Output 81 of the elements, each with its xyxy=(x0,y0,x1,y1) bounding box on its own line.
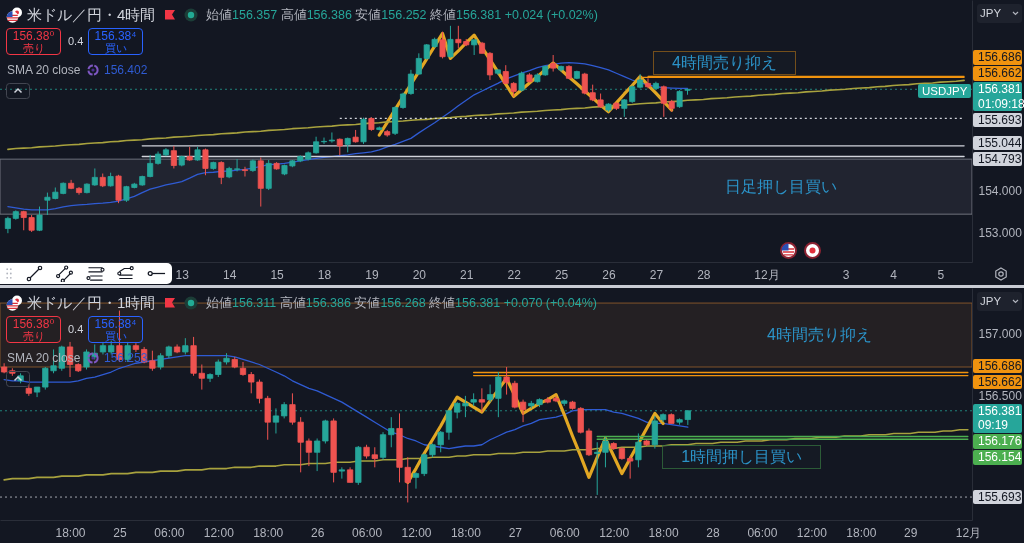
x-tick-label: 12月 xyxy=(754,267,780,282)
x-tick-label: 18:00 xyxy=(450,525,482,540)
band-label: 日足押し目買い xyxy=(724,176,837,197)
annotation: 156.38⁴ xyxy=(93,29,138,43)
price-box: 156.38⁰ 売り xyxy=(6,316,61,343)
y-tick-label: 153.000 xyxy=(978,225,1023,240)
x-tick-label: 22 xyxy=(507,267,522,282)
x-tick-label: 27 xyxy=(508,525,523,540)
annotation: 買い xyxy=(103,42,128,54)
x-tick-label: 18:00 xyxy=(846,525,877,540)
x-tick-label: 12:00 xyxy=(401,525,432,540)
label-box: 4時間売り抑え xyxy=(653,51,796,76)
ref-line-label: 156.381 xyxy=(978,403,1022,419)
price-tag: 156.662 xyxy=(973,374,1022,390)
price-tag: 156.662 xyxy=(973,66,1022,81)
x-tick-label: 12:00 xyxy=(203,525,235,540)
price-tag: 154.793 xyxy=(973,151,1022,167)
band-label: 4時間売り抑え xyxy=(766,325,872,345)
price-tag: 155.044 xyxy=(973,135,1022,151)
text: 始値156.357 高値156.386 安値156.252 終値156.381 +0.024 (+0.02%) xyxy=(206,8,598,22)
x-tick-label: 26 xyxy=(310,525,325,540)
ref-line-label: 156.381 xyxy=(978,82,1022,97)
price-tag: 156.176 xyxy=(973,434,1022,449)
y-axis-title: JPY xyxy=(980,294,1002,309)
price-box: 156.38⁴ 買い xyxy=(88,28,143,55)
y-tick-label: 156.500 xyxy=(978,389,1023,404)
label-box: 1時間押し目買い xyxy=(662,445,822,470)
dropdown-box: JPY xyxy=(977,4,1022,23)
y-axis-title: JPY xyxy=(980,6,1002,21)
x-tick-label: 27 xyxy=(649,267,664,282)
x-tick-label: 18 xyxy=(317,267,332,282)
x-tick-label: 26 xyxy=(602,267,616,282)
annotation: SMA 20 close xyxy=(7,62,81,78)
dropdown-box: JPY xyxy=(977,292,1022,311)
series-label: 4時間売り抑え xyxy=(672,53,777,74)
annotation: 売り xyxy=(21,42,46,54)
y-tick-label: 157.000 xyxy=(978,326,1023,341)
annotation: 売り xyxy=(21,330,46,342)
x-tick-label: 12:00 xyxy=(796,525,828,540)
chart-title: 米ドル／円・1時間 xyxy=(27,293,156,312)
annotation: 156.38⁰ xyxy=(11,317,56,331)
x-tick-label: 3 xyxy=(842,267,850,282)
x-tick-label: 25 xyxy=(554,267,569,282)
annotation: 156.38⁰ xyxy=(11,29,56,43)
x-tick-label: 28 xyxy=(697,267,711,282)
x-tick-label: 5 xyxy=(937,267,945,282)
x-tick-label: 06:00 xyxy=(352,525,383,540)
chart-title: 米ドル／円・4時間 xyxy=(27,5,156,24)
text: 始値156.311 高値156.386 安値156.268 終値156.381 +0.070 (+0.04%) xyxy=(206,296,597,310)
x-tick-label: 19 xyxy=(365,267,379,282)
annotation: 156.402 xyxy=(104,62,148,78)
price-tag: 155.693 xyxy=(973,489,1022,505)
x-tick-label: 12:00 xyxy=(599,525,630,540)
x-tick-label: 18:00 xyxy=(648,525,679,540)
price-tag: 156.154 xyxy=(973,450,1022,465)
x-tick-label: 4 xyxy=(890,267,898,282)
annotation: 0.4 xyxy=(68,34,84,48)
x-tick-label: 25 xyxy=(113,525,127,540)
data-label: 155.693 xyxy=(978,112,1022,128)
x-tick-label: 29 xyxy=(904,525,918,540)
annotation: 0.4 xyxy=(68,322,84,336)
x-tick-label: 20 xyxy=(412,267,427,282)
price-box: 156.38⁰ 売り xyxy=(6,28,61,55)
x-tick-label: 06:00 xyxy=(747,525,778,540)
x-tick-label: 06:00 xyxy=(549,525,581,540)
x-tick-label: 06:00 xyxy=(154,525,185,540)
x-tick-label: 18:00 xyxy=(253,525,284,540)
price-tag: 156.686 xyxy=(973,50,1022,65)
x-tick-label: 28 xyxy=(706,525,721,540)
x-tick-label: 13 xyxy=(175,267,190,282)
price-tag: 155.693 xyxy=(973,112,1022,127)
x-tick-label: 14 xyxy=(222,267,237,282)
y-tick-label: 154.000 xyxy=(978,183,1023,198)
x-tick-label: 12月 xyxy=(955,525,982,540)
series-label: 1時間押し目買い xyxy=(681,447,803,468)
price-tag: 156.686 xyxy=(973,358,1022,374)
x-tick-label: 15 xyxy=(270,267,285,282)
price-tag: 156.381 09:19 xyxy=(973,403,1022,433)
x-tick-label: 18:00 xyxy=(55,525,86,540)
name-tag: USDJPY xyxy=(918,83,972,98)
x-tick-label: 21 xyxy=(460,267,474,282)
